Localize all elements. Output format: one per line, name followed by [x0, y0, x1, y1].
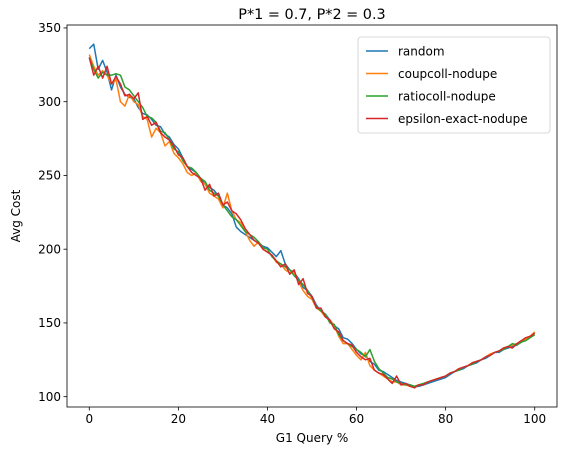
x-tick-label: 40 [260, 412, 275, 426]
series-line-epsilon-exact-nodupe [88, 57, 536, 389]
legend-box [357, 36, 551, 134]
legend-label-ratiocoll-nodupe: ratiocoll-nodupe [398, 89, 496, 103]
axes-frame [66, 24, 558, 408]
legend-label-coupcoll-nodupe: coupcoll-nodupe [398, 67, 497, 81]
x-tick-label: 20 [171, 412, 186, 426]
y-tick-label: 300 [38, 95, 61, 109]
legend-label-epsilon-exact-nodupe: epsilon-exact-nodupe [398, 112, 528, 126]
chart-title: P*1 = 0.7, P*2 = 0.3 [238, 7, 385, 23]
legend: random coupcoll-nodupe ratiocoll-nodupe eps… [357, 36, 551, 134]
legend-label-random: random [398, 44, 445, 58]
x-tick-label: 0 [85, 412, 93, 426]
x-tick-label: 80 [438, 412, 453, 426]
x-tick-label: 60 [349, 412, 364, 426]
y-tick-label: 200 [38, 242, 61, 256]
series-layer [88, 43, 536, 389]
y-tick-label: 350 [38, 21, 61, 35]
y-tick-label: 150 [38, 316, 61, 330]
y-tick-label: 100 [38, 390, 61, 404]
axes-layer: 0 20 40 60 80 100 100 150 200 250 300 350 [38, 21, 558, 426]
x-tick-label: 100 [523, 412, 546, 426]
x-axis-label: G1 Query % [276, 431, 348, 445]
y-axis-label: Avg Cost [9, 189, 23, 242]
y-tick-label: 250 [38, 169, 61, 183]
